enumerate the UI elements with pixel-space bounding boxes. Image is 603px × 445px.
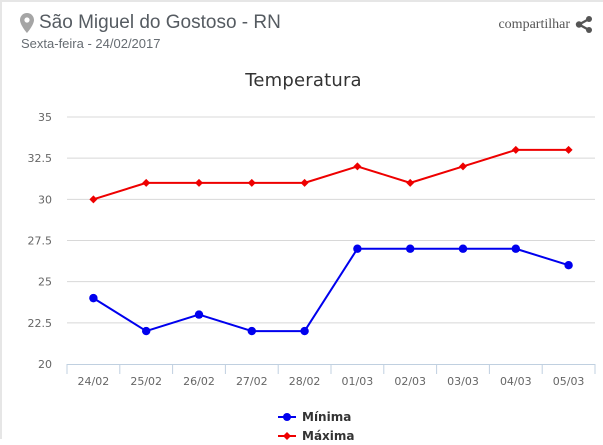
x-tick-label: 01/03 (342, 375, 374, 388)
y-tick-label: 20 (38, 358, 52, 371)
data-point (142, 178, 151, 187)
x-tick-label: 28/02 (289, 375, 321, 388)
data-point (459, 162, 467, 171)
legend-item-maxima[interactable]: Máxima (278, 426, 355, 445)
data-point (564, 145, 573, 154)
legend-label-maxima: Máxima (302, 428, 355, 443)
map-pin-icon (20, 13, 34, 33)
x-tick-label: 05/03 (553, 375, 585, 388)
chart-title: Temperatura (245, 70, 362, 91)
header: São Miguel do Gostoso - RN Sexta-feira -… (20, 12, 281, 51)
x-tick-label: 04/03 (500, 375, 532, 388)
share-button[interactable]: compartilhar (498, 16, 593, 33)
data-point (511, 244, 520, 253)
x-tick-label: 25/02 (130, 375, 162, 388)
share-icon (575, 16, 592, 33)
legend-item-minima[interactable]: Mínima (278, 407, 355, 426)
data-point (353, 162, 362, 171)
data-point (142, 326, 151, 336)
circle-marker-icon (278, 412, 296, 421)
data-point (406, 178, 415, 187)
x-tick-label: 27/02 (236, 375, 268, 388)
data-point (511, 145, 520, 154)
legend-label-minima: Mínima (302, 409, 352, 424)
series-line-maxima (93, 148, 569, 201)
y-tick-label: 32.5 (28, 152, 53, 165)
data-point (195, 178, 203, 187)
data-point (89, 293, 98, 303)
data-point (300, 178, 309, 187)
data-point (406, 244, 415, 253)
data-point (247, 326, 256, 336)
series-line-minima (92, 247, 569, 333)
location-title: São Miguel do Gostoso - RN (20, 12, 281, 34)
y-tick-label: 27.5 (28, 235, 53, 248)
date-label: Sexta-feira - 24/02/2017 (21, 36, 161, 51)
data-point (353, 244, 362, 253)
y-tick-label: 22.5 (28, 317, 53, 330)
x-tick-label: 26/02 (183, 375, 215, 388)
data-point (89, 195, 98, 204)
diamond-marker-icon (278, 431, 296, 440)
y-tick-label: 35 (38, 111, 52, 124)
data-point (247, 178, 256, 187)
data-point (564, 261, 573, 270)
chart-legend: Mínima Máxima (278, 407, 355, 445)
data-point (194, 310, 204, 319)
x-tick-label: 03/03 (447, 375, 479, 388)
data-point (300, 326, 309, 336)
y-tick-label: 25 (38, 276, 52, 289)
location-name: São Miguel do Gostoso - RN (39, 12, 281, 33)
share-label: compartilhar (498, 16, 570, 32)
x-tick-label: 24/02 (78, 375, 110, 388)
data-point (458, 244, 468, 253)
x-tick-label: 02/03 (394, 375, 426, 388)
y-tick-label: 30 (38, 193, 52, 206)
